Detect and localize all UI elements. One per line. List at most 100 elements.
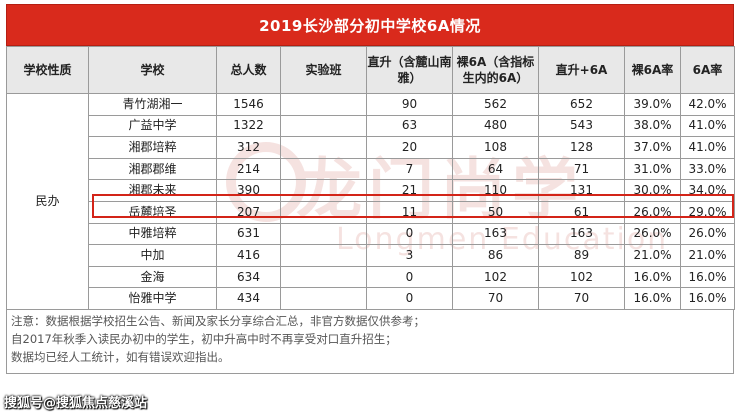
cell-direct-promotion: 0 [366,265,453,289]
note-line: 自2017年秋季入读民办初中的学生，初中升高中时不再享受对口直升招生； [11,331,397,346]
group-cell: 民办 [6,93,89,310]
school-6a-table: 学校性质 学校 总人数 实验班 直升（含麓山南雅） 裸6A（含指标生内的6A） … [6,46,735,310]
cell-school: 湘郡郡维 [88,157,217,181]
cell-total: 1546 [216,93,281,116]
cell-direct-plus-6a: 70 [538,287,625,310]
header-naked-6a-rate: 裸6A率 [624,46,681,94]
cell-school: 广益中学 [88,114,217,138]
cell-naked-6a-rate: 26.0% [624,200,681,224]
note-line: 数据均已经人工统计，如有错误欢迎指出。 [11,349,230,364]
cell-naked-6a: 163 [452,222,539,246]
cell-naked-6a: 70 [452,287,539,310]
cell-direct-promotion: 63 [366,114,453,138]
data-sheet: 2019长沙部分初中学校6A情况 龙门尚学 Longmen Education … [6,4,735,408]
table-row: 民办 青竹湖湘一 1546 90 562 652 39.0% 42.0% [6,93,735,310]
cell-experimental-class [280,136,367,159]
table-row: 广益中学 1322 63 480 543 38.0% 41.0% [7,114,735,138]
cell-6a-rate: 33.0% [680,157,735,181]
header-row: 学校性质 学校 总人数 实验班 直升（含麓山南雅） 裸6A（含指标生内的6A） … [6,46,735,94]
header-naked-6a: 裸6A（含指标生内的6A） [452,46,539,94]
cell-total: 434 [216,287,281,310]
cell-school: 青竹湖湘一 [88,93,217,116]
cell-total: 390 [216,179,281,202]
header-6a-rate: 6A率 [680,46,735,94]
cell-direct-plus-6a: 89 [538,244,625,267]
cell-naked-6a: 562 [452,93,539,116]
cell-total: 416 [216,244,281,267]
cell-total: 312 [216,136,281,159]
cell-naked-6a: 102 [452,265,539,289]
table-row: 湘郡未来 390 21 110 131 30.0% 34.0% [7,179,735,202]
cell-naked-6a: 108 [452,136,539,159]
header-direct-plus-6a: 直升+6A [538,46,625,94]
cell-direct-plus-6a: 71 [538,157,625,181]
cell-naked-6a-rate: 26.0% [624,222,681,246]
table-row: 中雅培粹 631 0 163 163 26.0% 26.0% [7,222,735,246]
cell-6a-rate: 29.0% [680,200,735,224]
cell-naked-6a: 86 [452,244,539,267]
cell-naked-6a: 480 [452,114,539,138]
cell-total: 631 [216,222,281,246]
cell-direct-plus-6a: 652 [538,93,625,116]
cell-6a-rate: 16.0% [680,287,735,310]
cell-naked-6a: 50 [452,200,539,224]
table-row: 中加 416 3 86 89 21.0% 21.0% [7,244,735,267]
cell-school: 中雅培粹 [88,222,217,246]
table-title: 2019长沙部分初中学校6A情况 [6,4,734,46]
cell-direct-promotion: 21 [366,179,453,202]
cell-6a-rate: 42.0% [680,93,735,116]
cell-experimental-class [280,265,367,289]
cell-direct-plus-6a: 163 [538,222,625,246]
header-total: 总人数 [216,46,281,94]
cell-direct-plus-6a: 128 [538,136,625,159]
cell-experimental-class [280,222,367,246]
cell-6a-rate: 41.0% [680,114,735,138]
cell-naked-6a: 64 [452,157,539,181]
cell-direct-promotion: 7 [366,157,453,181]
cell-naked-6a-rate: 39.0% [624,93,681,116]
cell-direct-promotion: 90 [366,93,453,116]
table-row: 怡雅中学 434 0 70 70 16.0% 16.0% [7,287,735,310]
footer-credit: 搜狐号@搜狐焦点慈溪站 [4,396,148,411]
cell-total: 1322 [216,114,281,138]
header-experimental-class: 实验班 [280,46,367,94]
cell-naked-6a-rate: 21.0% [624,244,681,267]
note-line: 注意：数据根据学校招生公告、新闻及家长分享综合汇总，非官方数据仅供参考； [11,313,425,328]
cell-direct-plus-6a: 102 [538,265,625,289]
cell-total: 214 [216,157,281,181]
cell-school: 怡雅中学 [88,287,217,310]
cell-6a-rate: 34.0% [680,179,735,202]
header-school: 学校 [88,46,217,94]
cell-experimental-class [280,287,367,310]
cell-6a-rate: 26.0% [680,222,735,246]
table-row: 湘郡郡维 214 7 64 71 31.0% 33.0% [7,157,735,181]
cell-naked-6a-rate: 16.0% [624,265,681,289]
cell-direct-promotion: 20 [366,136,453,159]
cell-experimental-class [280,114,367,138]
cell-naked-6a-rate: 31.0% [624,157,681,181]
cell-naked-6a-rate: 30.0% [624,179,681,202]
cell-naked-6a-rate: 16.0% [624,287,681,310]
cell-experimental-class [280,93,367,116]
header-school-type: 学校性质 [6,46,89,94]
cell-direct-promotion: 11 [366,200,453,224]
cell-direct-promotion: 0 [366,287,453,310]
cell-experimental-class [280,157,367,181]
table-row: 金海 634 0 102 102 16.0% 16.0% [7,265,735,289]
cell-school: 金海 [88,265,217,289]
table-row: 湘郡培粹 312 20 108 128 37.0% 41.0% [7,136,735,159]
cell-total: 634 [216,265,281,289]
cell-direct-promotion: 0 [366,222,453,246]
cell-school: 湘郡未来 [88,179,217,202]
cell-school: 湘郡培粹 [88,136,217,159]
cell-6a-rate: 16.0% [680,265,735,289]
cell-direct-promotion: 3 [366,244,453,267]
cell-6a-rate: 21.0% [680,244,735,267]
cell-6a-rate: 41.0% [680,136,735,159]
header-direct-promotion: 直升（含麓山南雅） [366,46,453,94]
cell-school: 岳麓培圣 [88,200,217,224]
cell-direct-plus-6a: 543 [538,114,625,138]
cell-direct-plus-6a: 61 [538,200,625,224]
cell-experimental-class [280,244,367,267]
cell-naked-6a: 110 [452,179,539,202]
